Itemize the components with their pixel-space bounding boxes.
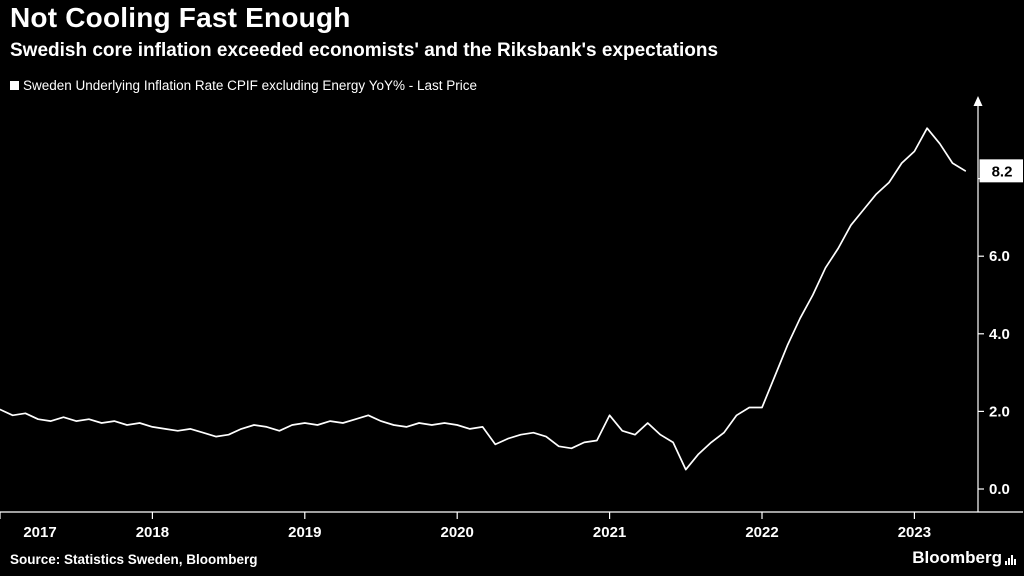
bloomberg-bars-icon bbox=[1005, 555, 1016, 566]
x-tick-label: 2022 bbox=[745, 524, 778, 541]
x-tick-label: 2017 bbox=[23, 524, 56, 541]
line-chart: 0.0 2.0 4.0 6.0 2017 2018 2019 2020 2021 2022 2023… bbox=[0, 96, 1023, 541]
last-price-badge bbox=[979, 159, 1023, 183]
y-tick-label: 2.0 bbox=[989, 403, 1010, 420]
x-tick-label: 2018 bbox=[136, 524, 169, 541]
y-axis-arrow-icon bbox=[973, 96, 983, 106]
x-tick-label: 2023 bbox=[898, 524, 931, 541]
chart-title: Not Cooling Fast Enough bbox=[10, 2, 351, 33]
last-price-label: 8.2 bbox=[992, 163, 1013, 180]
legend-marker-icon bbox=[10, 81, 19, 90]
x-tick-label: 2019 bbox=[288, 524, 321, 541]
source-text: Source: Statistics Sweden, Bloomberg bbox=[10, 552, 258, 567]
inflation-line bbox=[0, 127, 967, 471]
bloomberg-logo-text: Bloomberg bbox=[912, 548, 1002, 567]
x-tick-label: 2021 bbox=[593, 524, 626, 541]
y-tick-label: 4.0 bbox=[989, 326, 1010, 343]
x-tick-label: 2020 bbox=[441, 524, 474, 541]
y-tick-label: 0.0 bbox=[989, 481, 1010, 498]
chart-subtitle: Swedish core inflation exceeded economis… bbox=[10, 40, 719, 61]
legend: Sweden Underlying Inflation Rate CPIF ex… bbox=[10, 78, 477, 93]
plot-area: 0.0 2.0 4.0 6.0 2017 2018 2019 2020 2021 2022 2023… bbox=[0, 95, 1024, 550]
legend-label: Sweden Underlying Inflation Rate CPIF ex… bbox=[23, 78, 477, 93]
bloomberg-logo: Bloomberg bbox=[912, 549, 1016, 566]
y-tick-label: 6.0 bbox=[989, 248, 1010, 265]
